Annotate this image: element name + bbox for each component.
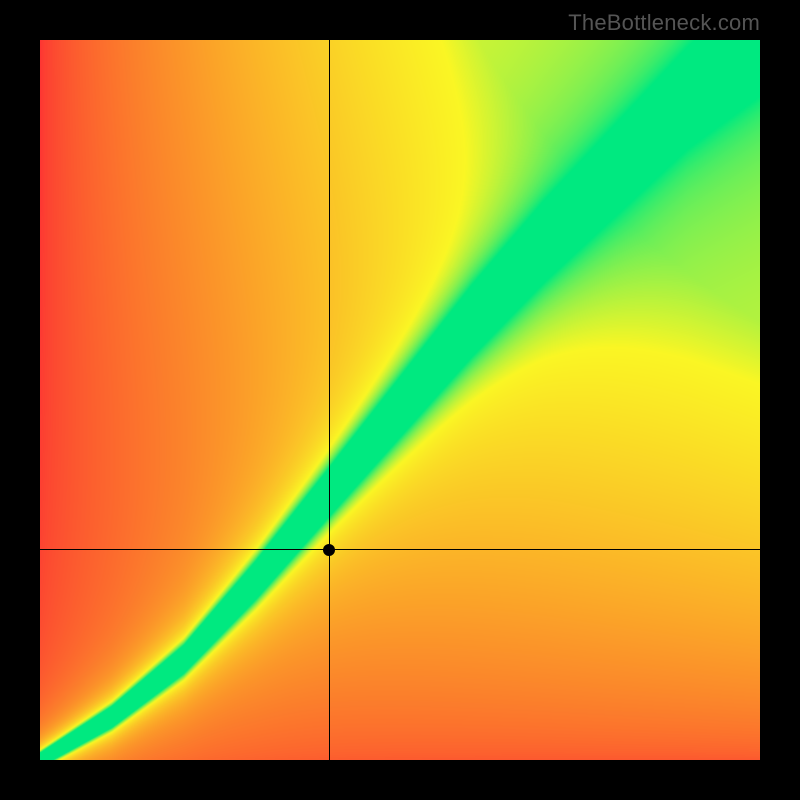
- heatmap-plot: [40, 40, 760, 760]
- heatmap-canvas: [40, 40, 760, 760]
- watermark-text: TheBottleneck.com: [568, 10, 760, 36]
- crosshair-vertical: [329, 40, 330, 760]
- crosshair-horizontal: [40, 549, 760, 550]
